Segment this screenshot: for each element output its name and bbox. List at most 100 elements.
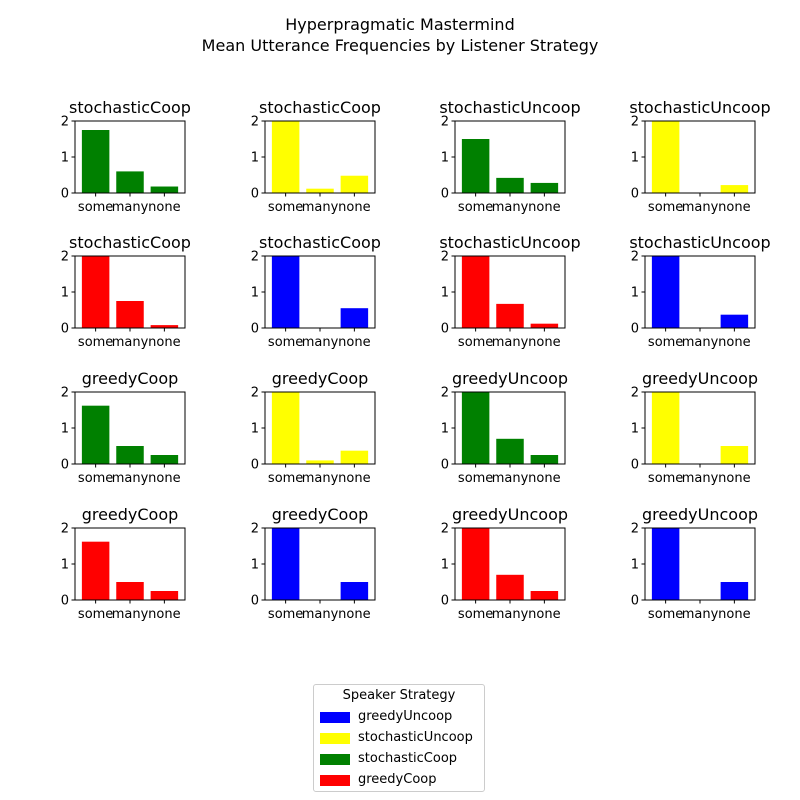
y-tick-label: 2 <box>61 250 69 265</box>
bar-none <box>150 591 179 600</box>
x-tick-label-none: none <box>528 200 560 215</box>
bar-many <box>116 301 144 328</box>
bar-none <box>530 182 559 193</box>
bar-some <box>651 121 680 193</box>
y-tick-label: 2 <box>251 115 259 130</box>
bar-some <box>81 256 110 328</box>
bar-none <box>720 446 749 464</box>
bar-some <box>461 392 490 464</box>
y-tick-label: 2 <box>631 250 639 265</box>
legend-label: greedyCoop <box>358 772 437 787</box>
x-tick-label-none: none <box>338 607 370 622</box>
subplot-title: greedyUncoop <box>452 505 568 524</box>
x-tick-label-some: some <box>648 607 683 622</box>
y-tick-label: 0 <box>61 322 69 337</box>
x-tick-label-many: many <box>492 607 529 622</box>
bar-none <box>530 455 559 464</box>
y-tick-label: 0 <box>251 187 259 202</box>
x-tick-label-none: none <box>718 607 750 622</box>
y-tick-label: 1 <box>441 422 449 437</box>
x-tick-label-none: none <box>148 335 180 350</box>
bar-many <box>306 460 334 464</box>
x-tick-label-some: some <box>458 607 493 622</box>
bar-many <box>116 171 144 193</box>
x-tick-label-none: none <box>718 471 750 486</box>
x-tick-label-none: none <box>148 607 180 622</box>
y-tick-label: 0 <box>61 187 69 202</box>
subplot-title: stochasticCoop <box>259 98 381 117</box>
y-tick-label: 0 <box>251 322 259 337</box>
bar-none <box>150 186 179 193</box>
y-tick-label: 0 <box>251 594 259 609</box>
x-tick-label-some: some <box>268 200 303 215</box>
y-tick-label: 2 <box>61 115 69 130</box>
y-tick-label: 1 <box>631 151 639 166</box>
subplot-title: stochasticUncoop <box>629 98 770 117</box>
subplot-title: stochasticUncoop <box>439 98 580 117</box>
x-tick-label-none: none <box>718 200 750 215</box>
bar-some <box>81 541 110 600</box>
figure-title-line-2: Mean Utterance Frequencies by Listener S… <box>202 36 599 55</box>
x-tick-label-some: some <box>78 607 113 622</box>
y-tick-label: 0 <box>631 458 639 473</box>
x-tick-label-many: many <box>112 471 149 486</box>
x-tick-label-many: many <box>112 607 149 622</box>
y-tick-label: 0 <box>441 458 449 473</box>
subplot-title: greedyUncoop <box>452 369 568 388</box>
legend-label: stochasticCoop <box>358 751 458 766</box>
subplot-title: greedyCoop <box>272 369 369 388</box>
x-tick-label-many: many <box>682 607 719 622</box>
legend-swatch <box>320 712 350 723</box>
y-tick-label: 0 <box>441 322 449 337</box>
y-tick-label: 2 <box>441 522 449 537</box>
x-tick-label-many: many <box>492 335 529 350</box>
x-tick-label-some: some <box>648 200 683 215</box>
x-tick-label-many: many <box>492 200 529 215</box>
bar-some <box>271 256 300 328</box>
y-tick-label: 2 <box>441 250 449 265</box>
subplot-title: greedyCoop <box>272 505 369 524</box>
x-tick-label-many: many <box>492 471 529 486</box>
y-tick-label: 1 <box>631 558 639 573</box>
bar-none <box>150 455 179 464</box>
subplot-title: stochasticCoop <box>259 233 381 252</box>
bar-many <box>116 582 144 600</box>
x-tick-label-some: some <box>78 335 113 350</box>
bar-none <box>720 185 749 193</box>
y-tick-label: 2 <box>631 522 639 537</box>
x-tick-label-none: none <box>718 335 750 350</box>
y-tick-label: 1 <box>61 558 69 573</box>
y-tick-label: 2 <box>631 115 639 130</box>
y-tick-label: 0 <box>61 594 69 609</box>
x-tick-label-some: some <box>648 335 683 350</box>
bar-none <box>340 450 369 464</box>
y-tick-label: 2 <box>441 386 449 401</box>
x-tick-label-none: none <box>528 335 560 350</box>
bar-none <box>720 314 749 328</box>
bar-some <box>271 392 300 464</box>
x-tick-label-many: many <box>682 471 719 486</box>
x-tick-label-many: many <box>302 335 339 350</box>
bar-many <box>496 574 524 600</box>
y-tick-label: 2 <box>61 522 69 537</box>
x-tick-label-none: none <box>338 335 370 350</box>
bar-many <box>496 177 524 193</box>
x-tick-label-some: some <box>458 335 493 350</box>
y-tick-label: 0 <box>631 187 639 202</box>
y-tick-label: 1 <box>61 422 69 437</box>
bar-some <box>651 256 680 328</box>
bar-many <box>496 438 524 464</box>
y-tick-label: 0 <box>61 458 69 473</box>
y-tick-label: 0 <box>441 187 449 202</box>
y-tick-label: 0 <box>631 322 639 337</box>
bar-some <box>271 121 300 193</box>
y-tick-label: 1 <box>441 286 449 301</box>
x-tick-label-many: many <box>112 335 149 350</box>
